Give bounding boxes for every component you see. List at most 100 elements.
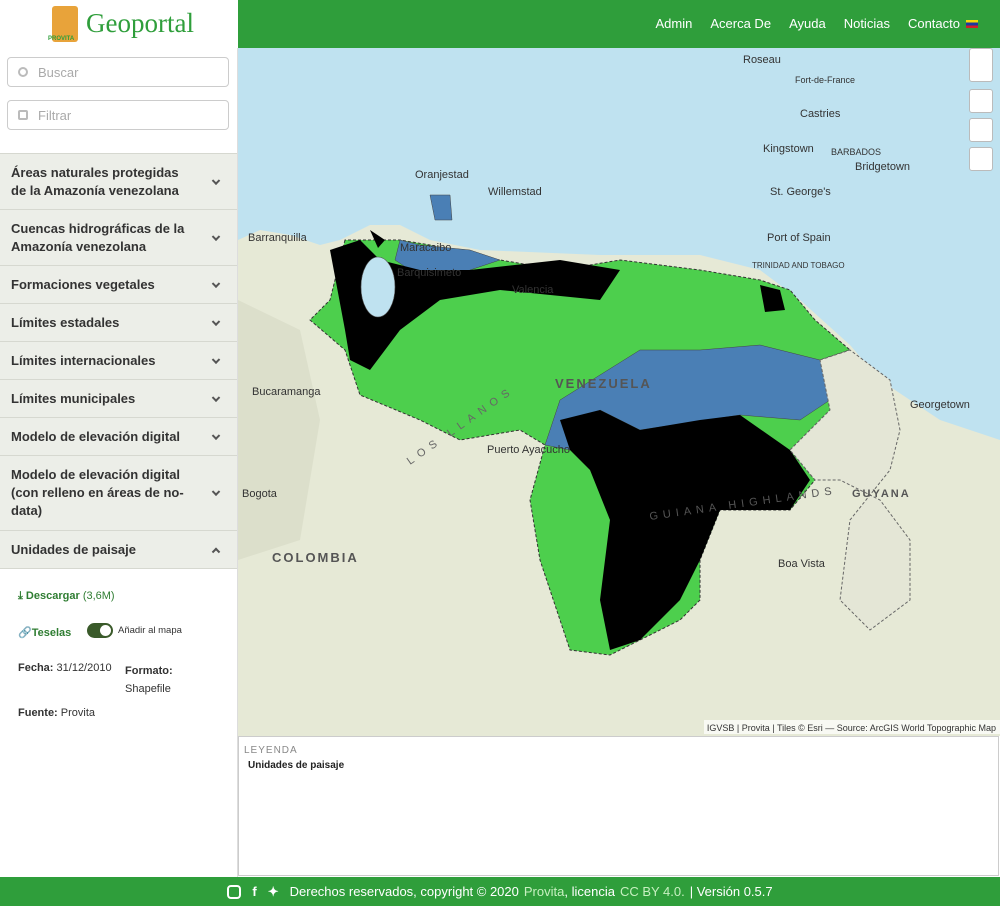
layer-item[interactable]: Cuencas hidrográficas de la Amazonía ven… bbox=[0, 209, 237, 265]
layer-item[interactable]: Unidades de paisaje bbox=[0, 530, 237, 569]
layer-item[interactable]: Formaciones vegetales bbox=[0, 265, 237, 303]
region-polygon bbox=[560, 410, 810, 650]
source-value: Provita bbox=[60, 707, 96, 719]
map-label: VENEZUELA bbox=[555, 376, 652, 391]
claim-zone bbox=[789, 349, 911, 631]
placeholder: Buscar bbox=[38, 65, 79, 80]
logo bbox=[52, 6, 78, 42]
layer-item[interactable]: Límites municipales bbox=[0, 379, 237, 417]
nav-link[interactable]: Admin bbox=[655, 16, 693, 31]
layer-item[interactable]: Límites estadales bbox=[0, 303, 237, 341]
org-link[interactable]: Provita bbox=[523, 884, 565, 899]
attribution-bg bbox=[704, 720, 1000, 734]
map-label: Fort-de-France bbox=[795, 75, 855, 85]
layer-item[interactable]: Límites internacionales bbox=[0, 341, 237, 379]
map-label: Barquisimeto bbox=[397, 267, 461, 279]
nav-link[interactable]: Contacto bbox=[907, 16, 960, 31]
layer-name: Formaciones vegetales bbox=[11, 276, 155, 292]
format-label: Formato: bbox=[125, 665, 173, 677]
download-link[interactable]: ⤓ Descargar (3,6M) bbox=[18, 590, 115, 602]
layer-name: Modelo de elevación digital (con relleno… bbox=[11, 467, 184, 518]
map-label: Maracaibo bbox=[400, 242, 451, 254]
map-label: Willemstad bbox=[488, 186, 542, 198]
license-prefix: , licencia bbox=[564, 884, 615, 899]
source: Fuente: Provita bbox=[18, 707, 95, 719]
layer-name: Unidades de paisaje bbox=[11, 541, 136, 557]
nav-link[interactable]: Ayuda bbox=[789, 16, 826, 31]
map-label: GUYANA bbox=[852, 488, 911, 500]
map-label: St. George's bbox=[770, 186, 831, 198]
region-polygon bbox=[429, 194, 453, 221]
map[interactable]: Roseau Fort-de-France Castries Kingstown… bbox=[238, 48, 1000, 736]
zoom-control[interactable] bbox=[969, 48, 993, 82]
logo-text: PROVITA bbox=[48, 36, 75, 42]
region-polygon bbox=[330, 240, 620, 370]
format-value: Shapefile bbox=[125, 683, 171, 695]
layer-item[interactable]: Áreas naturales protegidas de la Amazoní… bbox=[0, 153, 237, 209]
layer-name: Límites estadales bbox=[11, 314, 120, 330]
layers-button[interactable] bbox=[969, 147, 993, 171]
layer-name: Límites internacionales bbox=[11, 352, 156, 368]
layer-item[interactable]: Modelo de elevación digital (con relleno… bbox=[0, 455, 237, 530]
sidebar: Buscar Filtrar Áreas naturales protegida… bbox=[0, 48, 238, 877]
license-link[interactable]: CC BY 4.0. bbox=[619, 884, 685, 899]
relief bbox=[238, 300, 320, 560]
layer-name: Límites municipales bbox=[11, 390, 136, 406]
map-label: Bucaramanga bbox=[252, 386, 321, 398]
map-label: Bogota bbox=[242, 488, 278, 500]
refresh-button[interactable] bbox=[969, 89, 993, 113]
footer: f ✦ Derechos reservados, copyright © 202… bbox=[0, 877, 1000, 906]
legend-title: Unidades de paisaje bbox=[248, 760, 345, 771]
filter-input[interactable]: Filtrar bbox=[7, 100, 229, 130]
toggle[interactable] bbox=[87, 623, 113, 638]
format: Formato: Shapefile bbox=[125, 662, 173, 698]
region-polygon bbox=[760, 285, 785, 312]
map-label: Boa Vista bbox=[778, 558, 826, 570]
nav-link[interactable]: Noticias bbox=[843, 16, 890, 31]
search-input[interactable]: Buscar bbox=[7, 57, 229, 87]
nav: Admin Acerca De Ayuda Noticias Contacto bbox=[656, 16, 961, 31]
tiles-label: Teselas bbox=[31, 627, 72, 639]
copyright: Derechos reservados, copyright © 2020 bbox=[289, 884, 519, 899]
map-label: Roseau bbox=[743, 54, 781, 66]
map-label: Castries bbox=[800, 108, 841, 120]
map-label: TRINIDAD AND TOBAGO bbox=[752, 261, 845, 270]
screenshot-button[interactable] bbox=[969, 118, 993, 142]
map-label: Bridgetown bbox=[855, 161, 910, 173]
nav-link[interactable]: Acerca De bbox=[710, 16, 772, 31]
date-label: Fecha: bbox=[18, 662, 54, 674]
twitter-icon[interactable]: ✦ bbox=[267, 883, 279, 899]
download-size: (3,6M) bbox=[82, 590, 115, 602]
map-label: Puerto Ayacucho bbox=[487, 444, 570, 456]
legend: LEYENDA Unidades de paisaje bbox=[238, 736, 999, 876]
map-label: Oranjestad bbox=[415, 169, 469, 181]
map-label: Georgetown bbox=[910, 399, 970, 411]
download-label: Descargar bbox=[25, 590, 80, 602]
map-label: Port of Spain bbox=[767, 232, 831, 244]
date-value: 31/12/2010 bbox=[56, 662, 112, 674]
placeholder: Filtrar bbox=[38, 108, 72, 123]
version: | Versión 0.5.7 bbox=[689, 884, 773, 899]
sea bbox=[238, 48, 1000, 440]
legend-heading: LEYENDA bbox=[244, 745, 298, 756]
map-label: COLOMBIA bbox=[272, 550, 359, 565]
layer-name: Cuencas hidrográficas de la Amazonía ven… bbox=[11, 220, 185, 254]
source-label: Fuente: bbox=[18, 707, 58, 719]
region-polygon bbox=[370, 230, 385, 248]
brand[interactable]: PROVITA Geoportal bbox=[0, 0, 238, 48]
map-label: Valencia bbox=[512, 284, 554, 296]
date: Fecha: 31/12/2010 bbox=[18, 662, 112, 674]
map-label: Barranquilla bbox=[248, 232, 308, 244]
tiles-link[interactable]: 🔗Teselas bbox=[18, 627, 72, 639]
map-label: BARBADOS bbox=[831, 147, 881, 157]
toggle-label: Añadir al mapa bbox=[118, 625, 182, 636]
map-label: Kingstown bbox=[763, 143, 814, 155]
lake bbox=[360, 256, 396, 318]
instagram-icon[interactable] bbox=[227, 884, 242, 899]
layer-name: Modelo de elevación digital bbox=[11, 428, 181, 444]
attribution: IGVSB | Provita | Tiles © Esri — Source:… bbox=[707, 723, 996, 733]
layer-item[interactable]: Modelo de elevación digital bbox=[0, 417, 237, 455]
language-flag[interactable] bbox=[966, 20, 978, 28]
facebook-icon[interactable]: f bbox=[252, 884, 257, 899]
